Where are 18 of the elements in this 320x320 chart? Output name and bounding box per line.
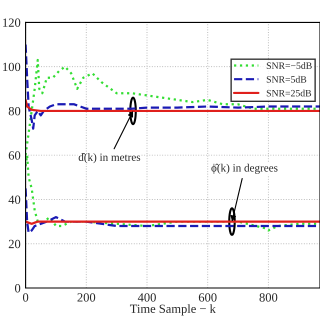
y-tick-label: 60 — [8, 151, 20, 160]
y-tick-label: 20 — [8, 240, 20, 248]
x-axis-title: Time Sample − k — [130, 304, 216, 316]
x-tick-label: 0 — [22, 293, 28, 302]
x-tick-label: 800 — [260, 293, 278, 302]
annotation: ϕ̂(k) in degrees — [211, 164, 278, 174]
legend-label: SNR=5dB — [266, 76, 306, 83]
legend-label: SNR=−5dB — [266, 62, 312, 69]
y-tick-label: 40 — [8, 195, 20, 204]
x-tick-label: 200 — [77, 293, 96, 302]
y-tick-label: 100 — [3, 62, 20, 72]
x-tick-label: 400 — [138, 293, 156, 302]
y-tick-label: 80 — [8, 106, 20, 116]
y-tick-label: 120 — [3, 18, 20, 27]
legend-label: SNR=25dB — [266, 90, 312, 96]
y-tick-label: 0 — [14, 284, 20, 292]
annotation: d̂(k) in metres — [78, 153, 140, 164]
x-tick-label: 600 — [198, 293, 217, 302]
